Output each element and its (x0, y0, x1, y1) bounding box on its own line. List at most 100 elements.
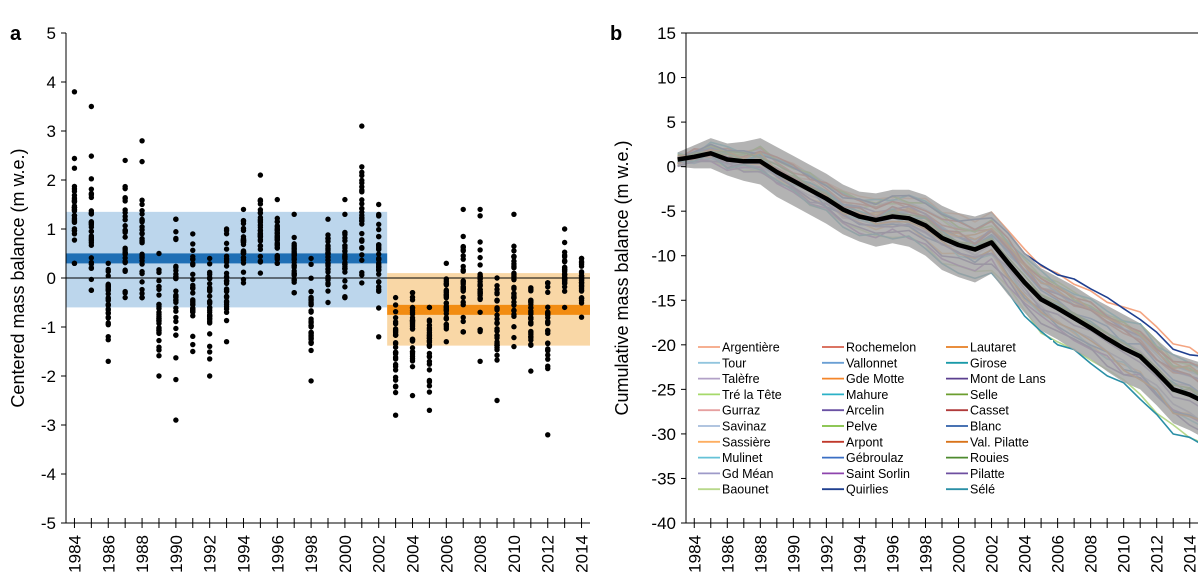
data-point (71, 89, 78, 95)
x-tick-label: 1990 (167, 535, 186, 573)
data-point (71, 260, 78, 266)
data-point (88, 261, 95, 267)
data-point (561, 304, 568, 311)
data-point (359, 272, 365, 278)
data-point (206, 305, 213, 311)
data-point (308, 288, 314, 295)
data-point (105, 302, 111, 308)
data-point (173, 376, 179, 383)
data-point (460, 233, 466, 240)
data-point (494, 305, 500, 312)
data-point (494, 342, 500, 348)
data-point (528, 314, 534, 321)
data-point (274, 196, 280, 203)
y-tick-label: 0 (47, 269, 56, 288)
data-point (392, 349, 399, 355)
data-point (71, 227, 78, 234)
y-tick-label: -2 (41, 367, 56, 386)
data-point (223, 299, 230, 306)
data-point (206, 373, 213, 379)
data-point (156, 250, 162, 257)
x-tick-label: 2014 (1181, 535, 1198, 573)
data-point (561, 266, 568, 272)
data-point (291, 256, 297, 263)
data-point (376, 278, 382, 285)
x-tick-label: 1984 (685, 535, 704, 573)
x-tick-label: 1996 (883, 535, 902, 573)
data-point (376, 334, 382, 340)
data-point (477, 309, 483, 315)
data-point (173, 355, 179, 361)
panel-b-envelope (677, 138, 1198, 435)
data-point (359, 180, 365, 186)
data-point (122, 234, 128, 240)
data-point (359, 164, 365, 170)
panel-letter-a: a (10, 23, 22, 45)
data-point (342, 196, 348, 203)
data-point (139, 224, 145, 230)
data-point (426, 317, 433, 323)
data-point (443, 339, 450, 345)
data-point (105, 315, 111, 321)
data-point (443, 300, 450, 306)
data-point (206, 312, 213, 319)
data-point (528, 329, 534, 336)
data-point (122, 255, 128, 261)
legend-label: Gde Motte (846, 372, 904, 386)
data-point (257, 253, 264, 260)
x-tick-label: 2008 (1082, 535, 1101, 573)
data-point (359, 252, 365, 258)
data-point (257, 172, 264, 178)
data-point (223, 339, 230, 345)
data-point (190, 262, 196, 268)
x-tick-label: 2004 (404, 535, 423, 573)
data-point (426, 329, 433, 336)
data-point (392, 374, 399, 381)
data-point (190, 241, 196, 247)
data-point (511, 211, 517, 217)
data-point (477, 292, 483, 299)
data-point (139, 207, 145, 214)
data-point (206, 298, 213, 304)
data-point (376, 226, 382, 233)
data-point (122, 198, 128, 204)
legend-background (693, 340, 1053, 510)
data-point (477, 247, 483, 253)
data-point (173, 318, 179, 325)
data-point (105, 336, 111, 343)
data-point (71, 207, 78, 213)
data-point (392, 319, 399, 325)
data-point (545, 284, 551, 290)
data-point (511, 272, 517, 278)
data-point (173, 297, 179, 304)
data-point (190, 253, 196, 260)
data-point (409, 358, 416, 364)
data-point (139, 294, 145, 301)
y-tick-label: 3 (47, 122, 56, 141)
legend-label: Rochemelon (846, 341, 916, 355)
data-point (359, 238, 365, 244)
data-point (240, 254, 247, 261)
data-point (122, 217, 128, 223)
data-point (545, 304, 551, 310)
data-point (122, 209, 128, 216)
data-point (223, 288, 230, 294)
data-point (308, 335, 314, 341)
data-point (426, 389, 433, 395)
panel-b-axes: 15 10 5 0 -5 -10 -15 -20 -25 -30 -35 -40 1984 1986 198… (651, 24, 1198, 573)
x-tick-label: 2010 (505, 535, 524, 573)
data-point (156, 347, 162, 353)
data-point (392, 326, 399, 332)
data-point (325, 281, 331, 288)
data-point (139, 197, 145, 203)
data-point (291, 279, 297, 285)
data-point (105, 283, 111, 289)
data-point (342, 238, 348, 244)
data-point (223, 274, 230, 280)
data-point (257, 198, 264, 204)
data-point (139, 270, 145, 277)
data-point (122, 223, 128, 229)
data-point (156, 277, 162, 284)
data-point (528, 321, 534, 327)
data-point (511, 254, 517, 260)
